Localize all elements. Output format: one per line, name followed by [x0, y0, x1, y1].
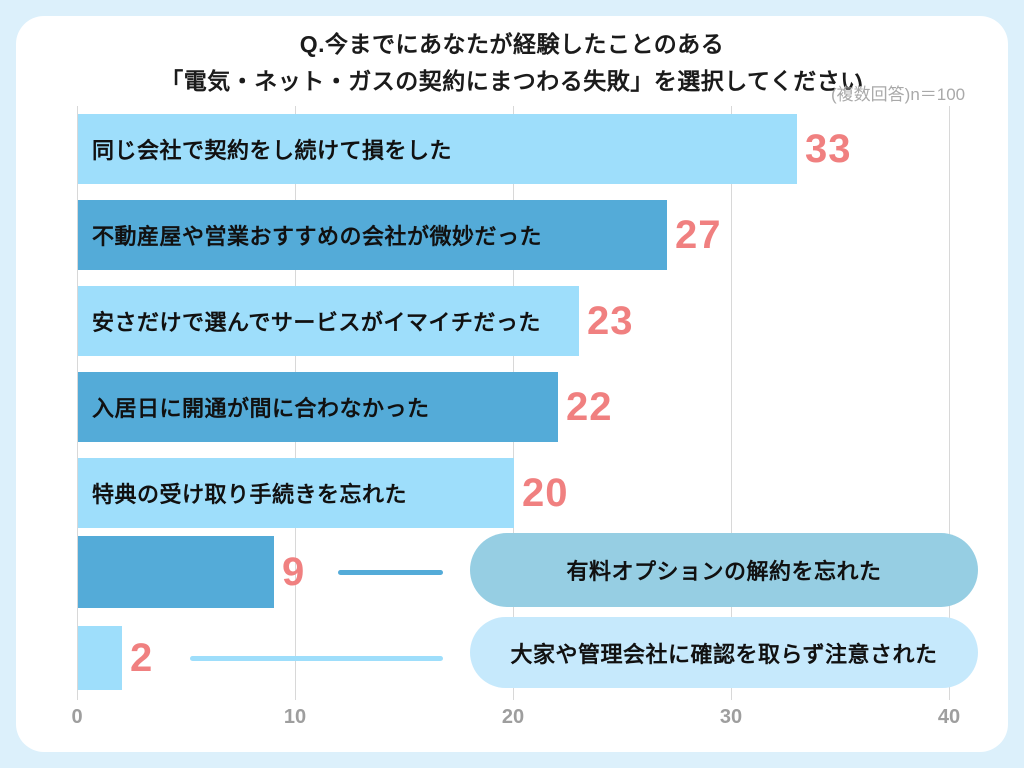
gridline: [731, 106, 732, 700]
bar: [78, 536, 274, 608]
x-axis-tick: 10: [283, 706, 307, 728]
callout-line: [190, 656, 443, 661]
bar-label: 入居日に開通が間に合わなかった: [92, 396, 430, 421]
bar: 安さだけで選んでサービスがイマイチだった: [78, 286, 579, 356]
x-axis-tick: 30: [719, 706, 743, 728]
value-label: 23: [587, 299, 634, 343]
callout-pill: 有料オプションの解約を忘れた: [470, 533, 978, 607]
callout-line: [338, 570, 443, 575]
chart-title: Q.今までにあなたが経験したことのある 「電気・ネット・ガスの契約にまつわる失敗…: [0, 26, 1024, 100]
x-axis-tick: 40: [937, 706, 961, 728]
bar: 同じ会社で契約をし続けて損をした: [78, 114, 797, 184]
chart-title-line1: Q.今までにあなたが経験したことのある: [299, 31, 725, 57]
gridline: [77, 106, 78, 700]
bar: [78, 626, 122, 690]
value-label: 22: [566, 385, 613, 429]
respondent-note: (複数回答)n＝100: [831, 85, 966, 104]
bar: 不動産屋や営業おすすめの会社が微妙だった: [78, 200, 667, 270]
bar-label: 同じ会社で契約をし続けて損をした: [92, 138, 453, 163]
callout-pill: 大家や管理会社に確認を取らず注意された: [470, 617, 978, 688]
chart-title-line2: 「電気・ネット・ガスの契約にまつわる失敗」を選択してください: [160, 68, 864, 94]
x-axis-tick: 20: [501, 706, 525, 728]
callout-pill-label: 大家や管理会社に確認を取らず注意された: [510, 641, 938, 667]
value-label: 20: [522, 471, 569, 515]
bar: 特典の受け取り手続きを忘れた: [78, 458, 514, 528]
value-label: 2: [130, 636, 154, 680]
value-label: 33: [805, 127, 852, 171]
bar-label: 不動産屋や営業おすすめの会社が微妙だった: [92, 224, 543, 249]
bar-label: 安さだけで選んでサービスがイマイチだった: [92, 310, 541, 335]
x-axis-tick: 0: [71, 706, 83, 728]
bar-label: 特典の受け取り手続きを忘れた: [92, 482, 408, 507]
gridline: [949, 106, 950, 700]
callout-pill-label: 有料オプションの解約を忘れた: [566, 559, 882, 584]
value-label: 9: [282, 550, 306, 594]
bar: 入居日に開通が間に合わなかった: [78, 372, 558, 442]
value-label: 27: [675, 213, 722, 257]
